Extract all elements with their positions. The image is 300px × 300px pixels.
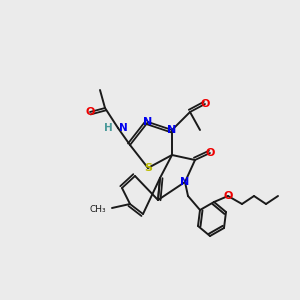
Text: S: S — [144, 163, 152, 173]
Text: O: O — [205, 148, 215, 158]
Text: O: O — [200, 99, 210, 109]
Text: N: N — [167, 125, 177, 135]
Text: CH₃: CH₃ — [90, 206, 106, 214]
Text: O: O — [85, 107, 95, 117]
Text: N: N — [119, 123, 128, 133]
Text: H: H — [104, 123, 113, 133]
Text: N: N — [180, 177, 190, 187]
Text: N: N — [143, 117, 153, 127]
Text: O: O — [223, 191, 233, 201]
